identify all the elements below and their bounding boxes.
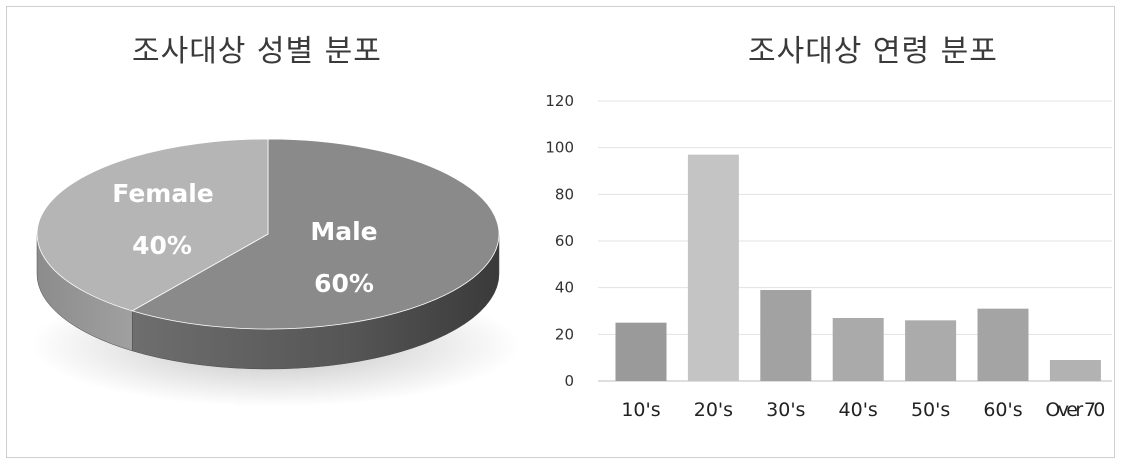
y-tick-label: 40 <box>555 279 574 297</box>
pie-slice-female <box>36 138 269 312</box>
x-tick-label: 10's <box>621 399 660 421</box>
pie-pct-female: 40% <box>132 231 192 260</box>
bar-4 <box>905 320 957 381</box>
pie-slice-male <box>131 138 500 330</box>
pie-label-female: Female <box>112 179 213 208</box>
x-tick-label: 20's <box>694 399 733 421</box>
pie-label-male: Male <box>310 217 377 246</box>
x-tick-label: 60's <box>983 399 1022 421</box>
pie-pct-male: 60% <box>314 269 374 298</box>
x-tick-label: 50's <box>911 399 950 421</box>
y-tick-label: 0 <box>564 372 574 390</box>
pie-chart-title: 조사대상 성별 분포 <box>132 34 382 69</box>
bar-2 <box>760 290 812 381</box>
x-tick-label: 30's <box>766 399 805 421</box>
bar-1 <box>687 154 739 381</box>
x-tick-label: Over 70 <box>1045 399 1105 421</box>
y-tick-label: 80 <box>555 185 574 203</box>
bar-3 <box>832 318 884 381</box>
bar-chart-title: 조사대상 연령 분포 <box>748 34 998 69</box>
y-tick-label: 60 <box>555 232 574 250</box>
y-tick-label: 100 <box>545 139 574 157</box>
bar-0 <box>615 322 667 381</box>
bar-6 <box>1049 360 1101 381</box>
bar-5 <box>977 308 1029 381</box>
y-tick-label: 20 <box>555 325 574 343</box>
x-tick-label: 40's <box>839 399 878 421</box>
y-tick-label: 120 <box>545 92 574 110</box>
